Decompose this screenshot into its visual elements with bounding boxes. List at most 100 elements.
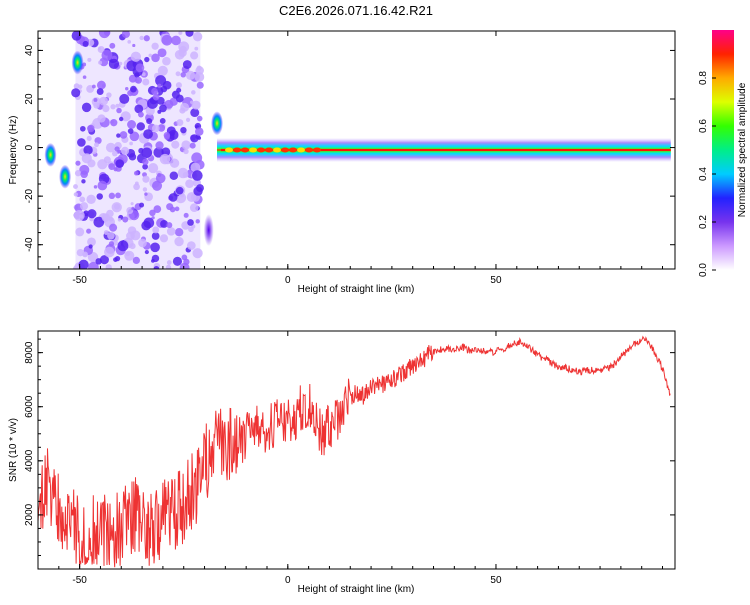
noise-speckle	[166, 203, 174, 211]
noise-speckle	[125, 87, 129, 91]
spectrogram-marks	[44, 31, 671, 269]
noise-speckle	[117, 218, 122, 222]
noise-speckle	[113, 257, 118, 262]
noise-speckle	[73, 83, 80, 90]
noise-speckle	[143, 129, 153, 139]
noise-speckle	[75, 227, 85, 237]
noise-speckle	[86, 228, 92, 234]
spectrogram-x-axis-label: Height of straight line (km)	[298, 284, 415, 295]
colorbar-label: Normalized spectral amplitude	[737, 82, 748, 217]
noise-speckle	[151, 53, 160, 63]
noise-speckle	[82, 251, 89, 258]
noise-speckle	[143, 35, 150, 42]
noise-speckle	[106, 209, 114, 218]
noise-speckle	[87, 124, 95, 133]
noise-speckle	[163, 132, 171, 139]
noise-speckle	[128, 153, 137, 161]
noise-speckle	[161, 147, 171, 157]
noise-speckle	[109, 42, 116, 49]
noise-speckle	[169, 158, 180, 168]
noise-speckle	[93, 185, 98, 189]
noise-speckle	[141, 72, 146, 77]
snr-y-axis-label: SNR (10 * v/v)	[8, 418, 19, 482]
noise-speckle	[193, 186, 203, 196]
noise-speckle	[148, 53, 152, 58]
noise-speckle	[81, 153, 92, 164]
noise-speckle	[106, 92, 112, 98]
noise-speckle	[162, 56, 171, 66]
noise-speckle	[153, 265, 160, 269]
colorbar-tick-label: 0.8	[698, 71, 709, 85]
noise-speckle	[130, 202, 134, 206]
noise-speckle	[152, 93, 160, 101]
noise-speckle	[176, 119, 184, 127]
colorbar-tick-label: 0.2	[698, 215, 709, 229]
noise-speckle	[120, 146, 130, 155]
signal-band-peak	[257, 147, 266, 153]
noise-speckle	[130, 85, 137, 93]
x-tick-label: 0	[285, 275, 291, 286]
noise-speckle	[104, 246, 115, 258]
noise-speckle	[190, 134, 199, 143]
noise-speckle	[160, 219, 168, 228]
noise-speckle	[105, 264, 112, 269]
noise-speckle	[153, 205, 162, 214]
colorbar-tick-label: 0.0	[698, 263, 709, 277]
signal-band-peak	[289, 147, 298, 153]
noise-speckle	[97, 159, 108, 170]
snr-series-line	[38, 335, 671, 568]
noise-speckle	[108, 163, 116, 171]
noise-speckle	[71, 31, 82, 41]
noise-speckle	[192, 248, 203, 259]
noise-speckle	[192, 31, 203, 42]
noise-speckle	[71, 88, 81, 98]
signal-band-peak	[241, 147, 250, 153]
noise-speckle	[122, 216, 129, 223]
snr-x-axis-label: Height of straight line (km)	[298, 584, 415, 595]
noise-speckle	[142, 78, 150, 86]
signal-blob	[59, 164, 72, 189]
noise-speckle	[142, 175, 150, 183]
signal-band-peak	[305, 147, 314, 153]
noise-speckle	[151, 254, 160, 263]
x-tick-label: 0	[285, 575, 291, 586]
noise-speckle	[78, 259, 89, 269]
noise-speckle	[82, 40, 89, 48]
y-tick-label: 2000	[24, 503, 35, 526]
signal-band-peak	[233, 147, 242, 153]
noise-speckle	[96, 193, 103, 200]
noise-speckle	[94, 142, 99, 148]
noise-speckle	[157, 83, 162, 89]
noise-speckle	[161, 34, 173, 46]
noise-speckle	[178, 31, 183, 35]
noise-speckle	[174, 49, 185, 60]
noise-speckle	[101, 49, 113, 61]
noise-speckle	[80, 125, 86, 132]
signal-blob	[203, 214, 214, 247]
noise-speckle	[83, 145, 93, 155]
noise-speckle	[172, 256, 183, 266]
noise-speckle	[181, 254, 188, 261]
signal-band-peak	[273, 147, 282, 153]
snr-ticks: -50 0 50 2000 4000 6000 8000	[24, 331, 675, 586]
noise-speckle	[127, 120, 137, 129]
noise-speckle	[171, 90, 180, 99]
noise-speckle	[181, 140, 191, 150]
noise-speckle	[155, 173, 166, 184]
noise-speckle	[194, 46, 199, 51]
y-tick-label: 8000	[24, 341, 35, 364]
noise-speckle	[79, 196, 86, 203]
noise-speckle	[110, 104, 116, 110]
noise-speckle	[159, 118, 166, 124]
noise-speckle	[93, 98, 98, 102]
noise-speckle	[97, 114, 106, 123]
x-tick-label: -50	[72, 275, 87, 286]
noise-speckle	[171, 140, 180, 149]
colorbar-tick-label: 0.6	[698, 119, 709, 133]
noise-speckle	[135, 76, 142, 84]
noise-speckle	[97, 180, 108, 191]
signal-band-peak	[265, 147, 274, 153]
colorbar-ticks: 0.0 0.2 0.4 0.6 0.8	[698, 71, 716, 277]
noise-speckle	[166, 227, 176, 236]
